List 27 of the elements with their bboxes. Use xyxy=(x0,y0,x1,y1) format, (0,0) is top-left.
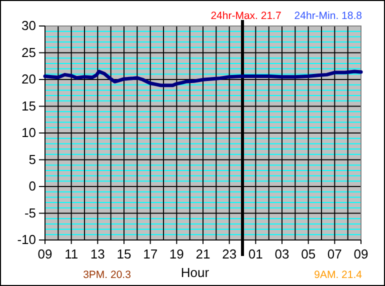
x-tick-label: 23 xyxy=(222,246,237,262)
x-tick-label: 03 xyxy=(274,246,290,262)
y-tick-label: 20 xyxy=(22,72,36,87)
y-tick-label: 15 xyxy=(22,98,36,114)
x-tick-label: 09 xyxy=(38,246,52,262)
x-tick-label: 07 xyxy=(327,246,342,262)
text: 9AM. 21.4 xyxy=(314,269,362,281)
x-tick-label: 17 xyxy=(143,246,158,262)
x-tick-label: 15 xyxy=(116,246,132,262)
x-tick-label: 11 xyxy=(64,246,78,262)
y-tick-label: 30 xyxy=(22,18,36,34)
y-tick-label: -5 xyxy=(24,205,36,220)
y-tick-label: 10 xyxy=(22,125,36,140)
x-tick-label: 19 xyxy=(169,246,184,262)
y-tick-label: -10 xyxy=(17,232,36,248)
x-tick-label: 01 xyxy=(248,246,263,262)
text: 24hr-Min. 18.8 xyxy=(294,10,362,22)
x-tick-label: 21 xyxy=(196,246,210,262)
y-tick-label: 5 xyxy=(28,152,36,167)
text: 3PM. 20.3 xyxy=(83,269,132,281)
text: 24hr-Max. 21.7 xyxy=(210,10,282,22)
y-tick-label: 0 xyxy=(28,178,36,194)
x-axis-title: Hour xyxy=(180,265,210,280)
x-tick-label: 13 xyxy=(90,246,105,262)
y-tick-label: 25 xyxy=(22,44,36,60)
x-tick-label: 05 xyxy=(301,246,316,262)
x-tick-label: 09 xyxy=(354,246,368,262)
